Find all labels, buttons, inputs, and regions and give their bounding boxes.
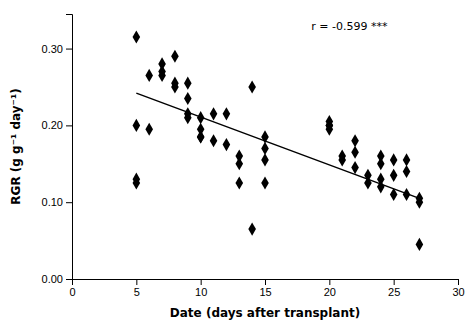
x-tick: 20 xyxy=(324,279,336,298)
point xyxy=(210,107,218,120)
point xyxy=(235,176,243,189)
x-axis: 0 5 10 15 20 25 30 xyxy=(69,279,464,298)
point xyxy=(145,123,153,136)
point xyxy=(171,80,179,93)
x-tick-mark xyxy=(265,279,266,285)
point xyxy=(351,146,359,159)
y-tick: 0.10 xyxy=(42,196,72,208)
x-tick-label: 20 xyxy=(324,286,336,298)
point xyxy=(377,180,385,193)
y-tick-label: 0.00 xyxy=(42,273,63,285)
point xyxy=(248,80,256,93)
point xyxy=(235,157,243,170)
point xyxy=(133,119,141,132)
point xyxy=(133,30,141,43)
point xyxy=(261,153,269,166)
y-tick: 0.30 xyxy=(42,43,72,55)
point xyxy=(197,130,205,143)
x-tick-mark xyxy=(458,279,459,285)
y-axis-title: RGR (g g⁻¹ day⁻¹) xyxy=(9,88,23,204)
annotation: r = -0.599 *** xyxy=(311,20,388,33)
point xyxy=(223,138,231,151)
x-tick-label: 10 xyxy=(195,286,207,298)
x-tick-mark xyxy=(329,279,330,285)
point xyxy=(184,92,192,105)
x-axis-title: Date (days after transplant) xyxy=(170,306,360,320)
point xyxy=(351,134,359,147)
point xyxy=(326,123,334,136)
y-tick-mark xyxy=(66,125,72,126)
x-tick-label: 15 xyxy=(259,286,271,298)
x-tick: 15 xyxy=(259,279,271,298)
x-tick-label: 30 xyxy=(452,286,464,298)
x-tick: 30 xyxy=(452,279,464,298)
plot-area: 0 5 10 15 20 25 30 0.00 0.10 0.20 0.30 xyxy=(42,15,465,298)
y-tick-label: 0.30 xyxy=(42,43,63,55)
point xyxy=(145,69,153,82)
point xyxy=(390,153,398,166)
point xyxy=(416,196,424,209)
x-tick-mark xyxy=(136,279,137,285)
point xyxy=(197,130,205,143)
point xyxy=(261,176,269,189)
marks xyxy=(133,30,424,251)
point xyxy=(364,176,372,189)
y-axis: 0.00 0.10 0.20 0.30 xyxy=(42,15,73,286)
y-tick-label: 0.10 xyxy=(42,196,63,208)
x-tick: 0 xyxy=(69,279,75,298)
point xyxy=(184,107,192,120)
x-tick-label: 5 xyxy=(134,286,140,298)
y-tick-mark xyxy=(66,279,72,280)
y-axis-line xyxy=(66,15,73,280)
x-tick: 10 xyxy=(195,279,207,298)
point xyxy=(403,165,411,178)
y-tick-mark xyxy=(66,202,72,203)
point xyxy=(184,77,192,90)
point xyxy=(158,69,166,82)
x-axis-line xyxy=(73,280,459,286)
point xyxy=(403,188,411,201)
point xyxy=(390,188,398,201)
x-tick: 25 xyxy=(388,279,400,298)
x-tick-label: 0 xyxy=(69,286,75,298)
point xyxy=(133,173,141,186)
y-tick-label: 0.20 xyxy=(42,119,63,131)
x-tick-mark xyxy=(394,279,395,285)
x-tick-mark xyxy=(201,279,202,285)
point xyxy=(197,111,205,124)
point xyxy=(210,134,218,147)
point xyxy=(338,153,346,166)
trend-line xyxy=(136,93,419,198)
point xyxy=(248,222,256,235)
point xyxy=(377,157,385,170)
x-tick-label: 25 xyxy=(388,286,400,298)
point xyxy=(261,142,269,155)
point xyxy=(171,50,179,63)
chart: 0 5 10 15 20 25 30 0.00 0.10 0.20 0.30 Date (days a… xyxy=(0,0,474,325)
point xyxy=(403,153,411,166)
point xyxy=(351,161,359,174)
y-tick: 0.00 xyxy=(42,273,72,285)
y-tick: 0.20 xyxy=(42,119,72,131)
point xyxy=(416,238,424,251)
point xyxy=(223,107,231,120)
point xyxy=(390,169,398,182)
x-tick: 5 xyxy=(134,279,140,298)
point xyxy=(261,130,269,143)
y-tick-mark xyxy=(66,49,72,50)
